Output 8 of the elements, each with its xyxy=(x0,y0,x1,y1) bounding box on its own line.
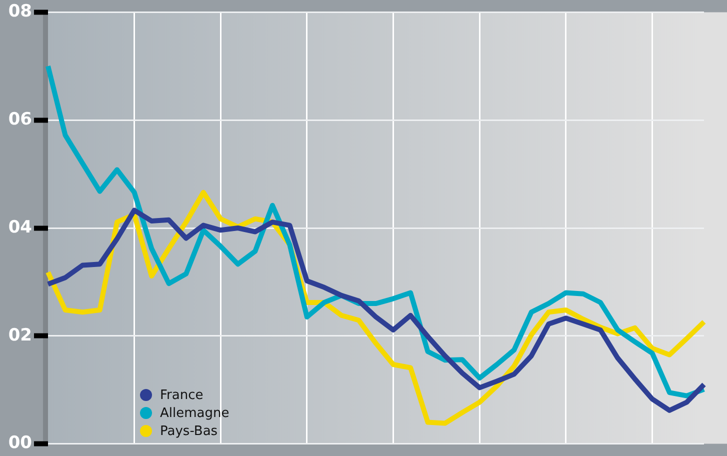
y-tick-label: 04 xyxy=(8,217,32,238)
y-tick-label: 08 xyxy=(8,2,32,22)
legend-label: France xyxy=(160,388,204,402)
y-tick-label: 06 xyxy=(8,110,32,130)
legend-label: Allemagne xyxy=(160,406,230,420)
legend-label: Pays-Bas xyxy=(160,424,218,438)
y-tick-label: 00 xyxy=(8,433,32,454)
y-tick-label: 02 xyxy=(8,325,32,346)
